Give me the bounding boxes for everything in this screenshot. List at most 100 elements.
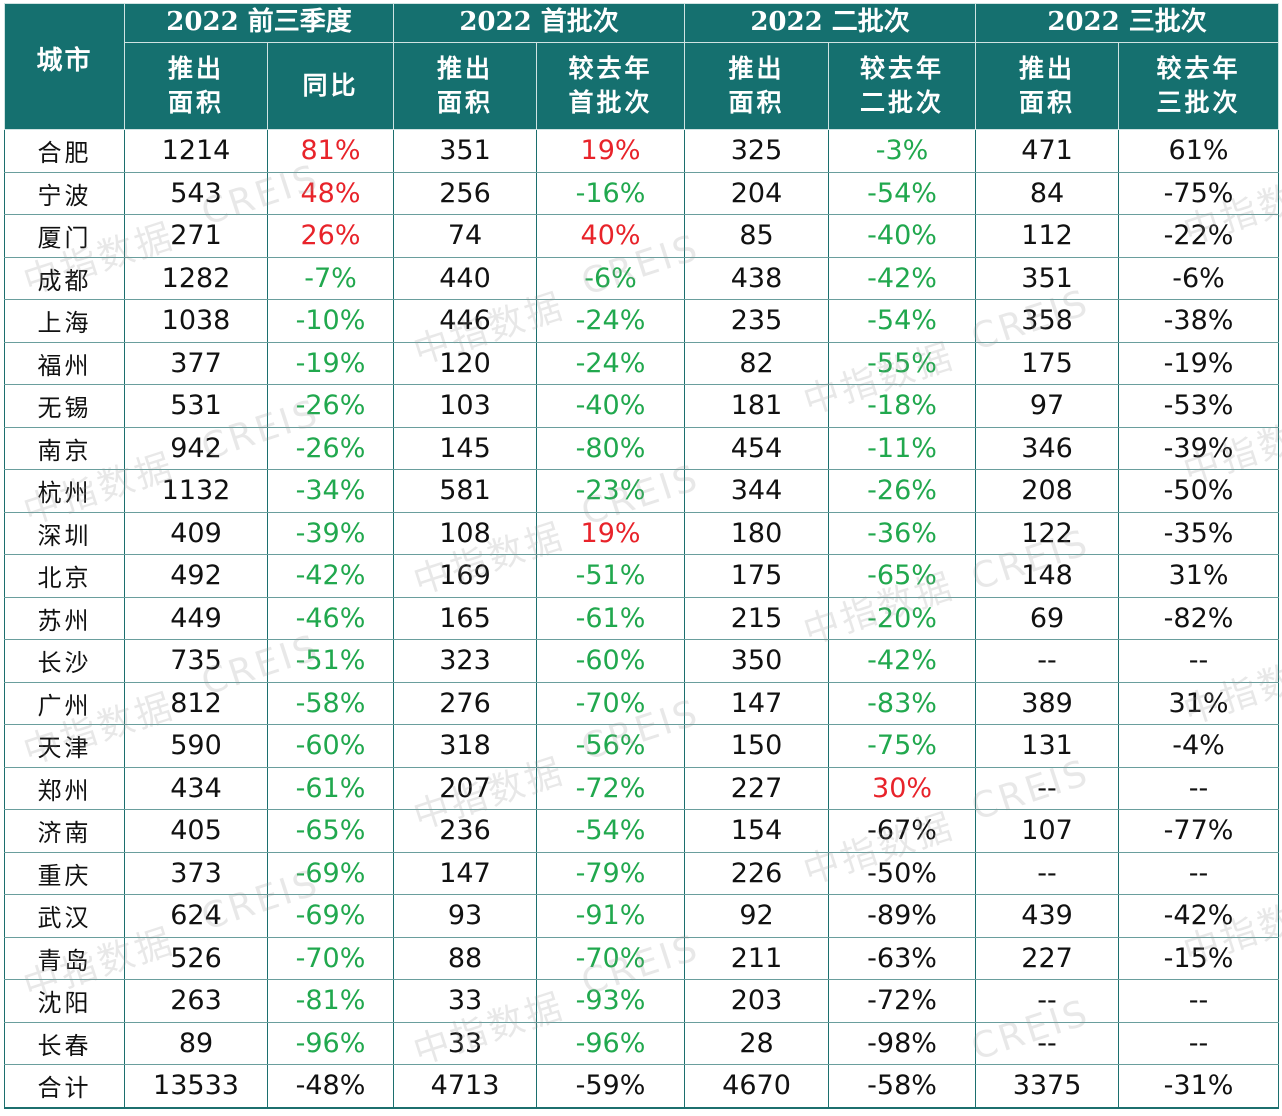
cell-batch-3-change: -53%: [1118, 384, 1280, 428]
cell-batch-1-change: -96%: [536, 1022, 686, 1065]
cell-batch-3-area: --: [975, 979, 1120, 1023]
cell-batch-3-change: -19%: [1118, 342, 1280, 385]
cell-city: 无锡: [4, 384, 125, 428]
cell-batch-1-change: -60%: [536, 639, 686, 683]
cell-batch-2-change: -42%: [828, 257, 977, 300]
cell-batch-2-area: 150: [684, 724, 830, 768]
cell-batch-1-change: -56%: [536, 724, 686, 768]
cell-q1-q3-area: 434: [124, 767, 268, 810]
cell-batch-3-area: --: [975, 639, 1120, 683]
cell-city: 重庆: [4, 852, 125, 895]
cell-batch-2-area: 4670: [684, 1064, 830, 1109]
cell-batch-3-change: --: [1118, 1022, 1280, 1065]
cell-q1-q3-area: 1038: [124, 299, 268, 343]
cell-city: 郑州: [4, 767, 125, 810]
cell-batch-2-area: 204: [684, 172, 830, 215]
cell-batch-1-area: 33: [393, 979, 538, 1023]
cell-city: 宁波: [4, 172, 125, 215]
cell-batch-2-change: -98%: [828, 1022, 977, 1065]
cell-city: 合肥: [4, 129, 125, 173]
cell-batch-3-area: 148: [975, 554, 1120, 598]
table-row: 南京 942 -26% 145 -80% 454 -11% 346 -39%: [4, 427, 1280, 470]
cell-batch-1-area: 88: [393, 937, 538, 980]
cell-batch-1-change: -6%: [536, 257, 686, 300]
cell-batch-2-area: 215: [684, 597, 830, 640]
cell-city: 武汉: [4, 894, 125, 938]
cell-batch-1-change: -24%: [536, 299, 686, 343]
cell-batch-1-area: 351: [393, 129, 538, 173]
cell-batch-3-area: 131: [975, 724, 1120, 768]
cell-batch-3-change: -35%: [1118, 512, 1280, 555]
cell-batch-2-change: -65%: [828, 554, 977, 598]
cell-batch-1-area: 74: [393, 214, 538, 258]
cell-batch-2-area: 92: [684, 894, 830, 938]
cell-batch-3-area: 389: [975, 682, 1120, 725]
cell-batch-3-change: --: [1118, 979, 1280, 1023]
cell-q1-q3-yoy: -51%: [267, 639, 395, 683]
cell-batch-3-area: 346: [975, 427, 1120, 470]
cell-batch-2-area: 325: [684, 129, 830, 173]
cell-batch-3-area: 471: [975, 129, 1120, 173]
cell-q1-q3-area: 405: [124, 809, 268, 853]
cell-batch-3-change: -42%: [1118, 894, 1280, 938]
cell-city: 广州: [4, 682, 125, 725]
cell-batch-2-change: -54%: [828, 299, 977, 343]
cell-batch-1-area: 103: [393, 384, 538, 428]
table-row: 上海 1038 -10% 446 -24% 235 -54% 358 -38%: [4, 299, 1280, 343]
cell-batch-1-change: -40%: [536, 384, 686, 428]
cell-batch-2-change: -40%: [828, 214, 977, 258]
cell-city: 杭州: [4, 469, 125, 513]
cell-batch-3-area: 358: [975, 299, 1120, 343]
table-row: 苏州 449 -46% 165 -61% 215 -20% 69 -82%: [4, 597, 1280, 640]
cell-batch-2-area: 82: [684, 342, 830, 385]
column-header-q1-q3-yoy: 同比: [266, 42, 395, 130]
cell-q1-q3-yoy: 48%: [267, 172, 395, 215]
cell-batch-2-area: 28: [684, 1022, 830, 1065]
cell-q1-q3-area: 942: [124, 427, 268, 470]
cell-batch-3-area: 112: [975, 214, 1120, 258]
cell-batch-1-area: 207: [393, 767, 538, 810]
cell-batch-3-change: 31%: [1118, 554, 1280, 598]
cell-batch-3-area: 227: [975, 937, 1120, 980]
cell-q1-q3-yoy: -81%: [267, 979, 395, 1023]
cell-batch-1-area: 108: [393, 512, 538, 555]
cell-q1-q3-area: 373: [124, 852, 268, 895]
cell-batch-3-area: 175: [975, 342, 1120, 385]
cell-q1-q3-yoy: -58%: [267, 682, 395, 725]
cell-batch-2-area: 147: [684, 682, 830, 725]
cell-batch-2-area: 226: [684, 852, 830, 895]
cell-batch-2-change: -75%: [828, 724, 977, 768]
cell-q1-q3-area: 735: [124, 639, 268, 683]
land-supply-table: 城市 2022 前三季度 2022 首批次 2022 二批次 2022 三批次 …: [4, 3, 1280, 1109]
column-header-batch-3-change: 较去年 三批次: [1118, 42, 1280, 130]
cell-batch-1-area: 446: [393, 299, 538, 343]
table-row: 济南 405 -65% 236 -54% 154 -67% 107 -77%: [4, 809, 1280, 853]
cell-batch-2-change: -26%: [828, 469, 977, 513]
table-header: 城市 2022 前三季度 2022 首批次 2022 二批次 2022 三批次 …: [4, 3, 1280, 130]
cell-q1-q3-area: 449: [124, 597, 268, 640]
cell-batch-2-change: -11%: [828, 427, 977, 470]
cell-batch-2-area: 227: [684, 767, 830, 810]
cell-q1-q3-area: 812: [124, 682, 268, 725]
table-row: 厦门 271 26% 74 40% 85 -40% 112 -22%: [4, 214, 1280, 258]
cell-city: 长沙: [4, 639, 125, 683]
cell-batch-3-area: 97: [975, 384, 1120, 428]
cell-batch-1-area: 236: [393, 809, 538, 853]
cell-batch-2-area: 181: [684, 384, 830, 428]
cell-batch-2-change: -67%: [828, 809, 977, 853]
cell-batch-2-change: -42%: [828, 639, 977, 683]
cell-batch-3-change: -50%: [1118, 469, 1280, 513]
cell-batch-3-area: 208: [975, 469, 1120, 513]
cell-batch-2-area: 180: [684, 512, 830, 555]
table-row: 沈阳 263 -81% 33 -93% 203 -72% -- --: [4, 979, 1280, 1023]
column-header-q1-q3-area: 推出 面积: [124, 42, 268, 130]
cell-q1-q3-yoy: -10%: [267, 299, 395, 343]
cell-batch-2-area: 85: [684, 214, 830, 258]
cell-batch-1-area: 4713: [393, 1064, 538, 1109]
cell-batch-3-area: 439: [975, 894, 1120, 938]
cell-q1-q3-yoy: -60%: [267, 724, 395, 768]
supply-table-container: 城市 2022 前三季度 2022 首批次 2022 二批次 2022 三批次 …: [4, 3, 1280, 1111]
cell-city: 南京: [4, 427, 125, 470]
cell-batch-2-change: -89%: [828, 894, 977, 938]
column-header-batch-2-area: 推出 面积: [684, 42, 830, 130]
